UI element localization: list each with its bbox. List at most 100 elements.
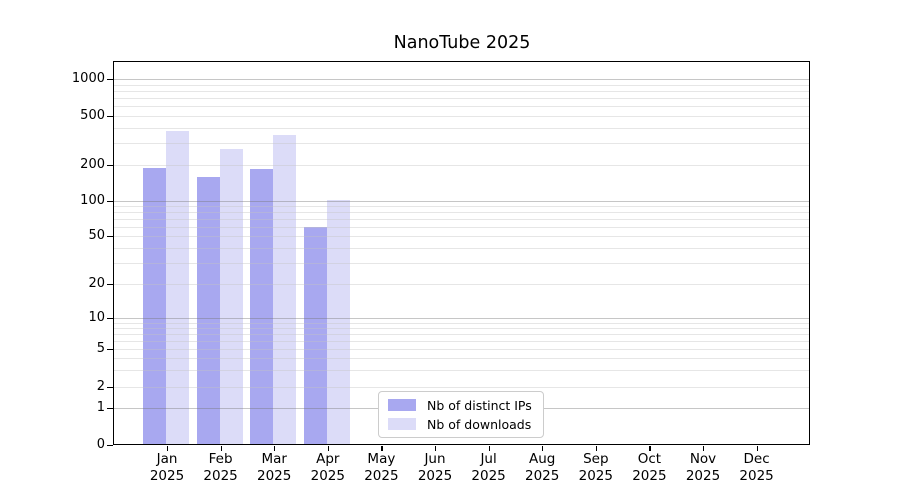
month-label: Apr — [316, 451, 340, 467]
gridline-90 — [114, 206, 809, 207]
bar-distinct-ips-apr — [303, 226, 327, 445]
year-label: 2025 — [149, 467, 185, 484]
x-tick-label-nov: Nov 2025 — [671, 451, 735, 484]
y-tick-20 — [107, 284, 113, 286]
gridline-70 — [114, 219, 809, 220]
y-tick-label-0: 0 — [96, 437, 105, 452]
x-tick-label-dec: Dec 2025 — [725, 451, 789, 484]
gridline-200 — [114, 165, 809, 166]
gridline-10 — [114, 318, 809, 319]
y-tick-label-1: 1 — [96, 400, 105, 415]
month-label: Feb — [208, 451, 233, 467]
legend-row-downloads: Nb of downloads — [388, 417, 543, 432]
x-tick-may — [381, 446, 383, 451]
legend-row-distinct-ips: Nb of distinct IPs — [388, 398, 543, 413]
gridline-4 — [114, 358, 809, 359]
x-tick-dec — [756, 446, 758, 451]
legend: Nb of distinct IPs Nb of downloads — [378, 391, 544, 438]
y-tick-0 — [107, 445, 113, 447]
month-label: Dec — [743, 451, 770, 467]
x-tick-label-feb: Feb 2025 — [189, 451, 253, 484]
y-tick-5 — [107, 349, 113, 351]
bar-distinct-ips-feb — [196, 176, 220, 445]
gridline-300 — [114, 143, 809, 144]
y-tick-2 — [107, 387, 113, 389]
y-tick-1000 — [107, 79, 113, 81]
x-tick-label-jun: Jun 2025 — [403, 451, 467, 484]
legend-label-downloads: Nb of downloads — [427, 416, 532, 432]
y-tick-label-100: 100 — [80, 193, 105, 208]
bar-downloads-mar — [273, 135, 297, 445]
gridline-30 — [114, 263, 809, 264]
gridline-20 — [114, 284, 809, 285]
bar-downloads-jan — [166, 130, 189, 445]
month-label: Jan — [156, 451, 178, 467]
month-label: Jul — [480, 451, 497, 467]
gridline-900 — [114, 85, 809, 86]
month-label: Mar — [261, 451, 287, 467]
month-label: Aug — [529, 451, 556, 467]
gridline-400 — [114, 128, 809, 129]
year-label: 2025 — [310, 467, 345, 484]
gridline-100 — [114, 201, 809, 202]
year-label: 2025 — [417, 467, 453, 484]
gridline-7 — [114, 334, 809, 335]
gridline-500 — [114, 116, 809, 117]
x-tick-oct — [649, 446, 651, 451]
gridline-9 — [114, 323, 809, 324]
month-label: Sep — [583, 451, 609, 467]
y-tick-label-20: 20 — [88, 276, 105, 291]
chart-title: NanoTube 2025 — [393, 33, 531, 53]
y-tick-1 — [107, 408, 113, 410]
y-tick-label-50: 50 — [88, 228, 105, 243]
year-label: 2025 — [632, 467, 667, 484]
x-tick-label-jan: Jan 2025 — [135, 451, 199, 484]
gridline-6 — [114, 341, 809, 342]
gridline-50 — [114, 236, 809, 237]
gridline-1000 — [114, 79, 809, 80]
gridline-5 — [114, 349, 809, 350]
gridline-2 — [114, 387, 809, 388]
x-tick-label-oct: Oct 2025 — [617, 451, 681, 484]
month-label: Oct — [637, 451, 662, 467]
y-tick-label-5: 5 — [96, 341, 105, 356]
gridline-80 — [114, 212, 809, 213]
legend-swatch-distinct-ips — [388, 399, 416, 411]
year-label: 2025 — [364, 467, 399, 484]
x-tick-label-may: May 2025 — [349, 451, 413, 484]
x-tick-apr — [327, 446, 329, 451]
legend-swatch-downloads — [388, 418, 416, 430]
y-tick-200 — [107, 165, 113, 167]
month-label: Jun — [424, 451, 446, 467]
x-tick-label-mar: Mar 2025 — [242, 451, 306, 484]
x-tick-jan — [167, 446, 169, 451]
x-tick-label-sep: Sep 2025 — [564, 451, 628, 484]
gridline-40 — [114, 248, 809, 249]
year-label: 2025 — [203, 467, 238, 484]
bar-distinct-ips-mar — [250, 169, 274, 445]
x-tick-aug — [542, 446, 544, 451]
x-tick-mar — [274, 446, 276, 451]
y-tick-10 — [107, 318, 113, 320]
y-tick-label-500: 500 — [80, 108, 105, 123]
bar-downloads-apr — [326, 199, 350, 445]
x-tick-jun — [435, 446, 437, 451]
gridline-8 — [114, 328, 809, 329]
bar-downloads-feb — [219, 148, 243, 445]
legend-label-distinct-ips: Nb of distinct IPs — [427, 397, 532, 413]
gridline-600 — [114, 106, 809, 107]
x-tick-feb — [220, 446, 222, 451]
year-label: 2025 — [685, 467, 721, 484]
y-tick-50 — [107, 236, 113, 238]
year-label: 2025 — [525, 467, 560, 484]
y-tick-label-2: 2 — [96, 379, 105, 394]
x-tick-label-jul: Jul 2025 — [457, 451, 521, 484]
x-tick-sep — [595, 446, 597, 451]
x-tick-jul — [488, 446, 490, 451]
year-label: 2025 — [739, 467, 774, 484]
year-label: 2025 — [471, 467, 506, 484]
month-label: Nov — [689, 451, 717, 467]
month-label: May — [367, 451, 396, 467]
y-tick-500 — [107, 116, 113, 118]
